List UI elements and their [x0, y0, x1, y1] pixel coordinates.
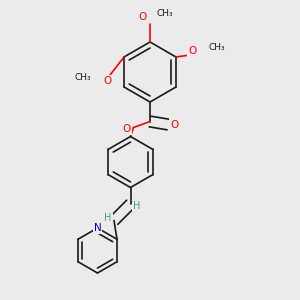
Text: CH₃: CH₃	[74, 74, 91, 82]
Text: H: H	[134, 201, 141, 212]
Text: CH₃: CH₃	[157, 9, 173, 18]
Text: H: H	[104, 213, 112, 223]
Text: O: O	[188, 46, 196, 56]
Text: O: O	[123, 124, 131, 134]
Text: N: N	[94, 223, 101, 233]
Text: O: O	[170, 119, 179, 130]
Text: O: O	[138, 11, 147, 22]
Text: CH₃: CH₃	[208, 44, 225, 52]
Text: O: O	[103, 76, 112, 86]
